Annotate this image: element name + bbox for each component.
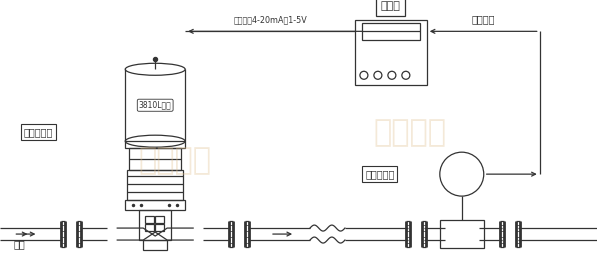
Bar bbox=[127, 170, 183, 200]
Bar bbox=[125, 200, 185, 210]
Bar bbox=[440, 220, 484, 248]
Text: 泵工阀门: 泵工阀门 bbox=[373, 118, 447, 147]
Text: 电磁流量计: 电磁流量计 bbox=[365, 169, 395, 179]
Bar bbox=[145, 224, 154, 231]
Text: 输入信号4-20mA或1-5V: 输入信号4-20mA或1-5V bbox=[233, 15, 307, 24]
Text: 反馈信号: 反馈信号 bbox=[472, 14, 495, 24]
Bar bbox=[155, 224, 164, 231]
Bar bbox=[155, 216, 164, 223]
Text: 电动调节阀: 电动调节阀 bbox=[24, 127, 53, 137]
Bar bbox=[129, 148, 181, 170]
Bar bbox=[139, 210, 171, 240]
Bar bbox=[145, 216, 154, 223]
Text: 3810L系列: 3810L系列 bbox=[139, 101, 171, 110]
Text: 泵工阀门: 泵工阀门 bbox=[139, 146, 212, 175]
Text: 调节仪: 调节仪 bbox=[381, 1, 401, 11]
Bar bbox=[125, 141, 185, 148]
Bar bbox=[362, 23, 420, 40]
Bar bbox=[143, 240, 167, 250]
Bar bbox=[355, 20, 427, 85]
Text: 介质: 介质 bbox=[13, 239, 25, 249]
